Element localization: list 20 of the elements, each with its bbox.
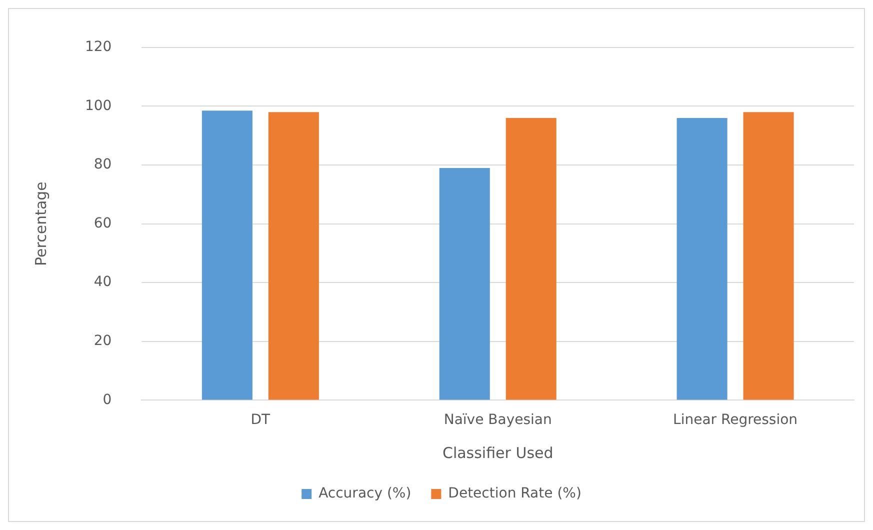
bar	[506, 118, 556, 400]
bar	[439, 168, 490, 400]
bar	[268, 112, 319, 400]
y-tick-label: 100	[84, 98, 112, 114]
legend-label: Detection Rate (%)	[448, 486, 582, 502]
bar	[676, 118, 728, 400]
bar	[202, 110, 252, 400]
x-tick-label: Naïve Bayesian	[444, 412, 552, 428]
y-tick-label: 20	[94, 333, 112, 350]
legend-label: Accuracy (%)	[318, 486, 412, 502]
x-tick-label: DT	[250, 412, 271, 428]
y-tick-label: 60	[94, 215, 112, 232]
bar	[743, 112, 794, 400]
y-axis-title: Percentage	[32, 182, 50, 266]
y-tick-label: 120	[84, 39, 112, 56]
x-axis-title: Classifier Used	[442, 444, 554, 462]
x-tick-label: Linear Regression	[673, 412, 798, 428]
y-tick-label: 0	[102, 392, 112, 408]
y-tick-label: 80	[94, 156, 112, 173]
y-tick-label: 40	[94, 274, 112, 290]
